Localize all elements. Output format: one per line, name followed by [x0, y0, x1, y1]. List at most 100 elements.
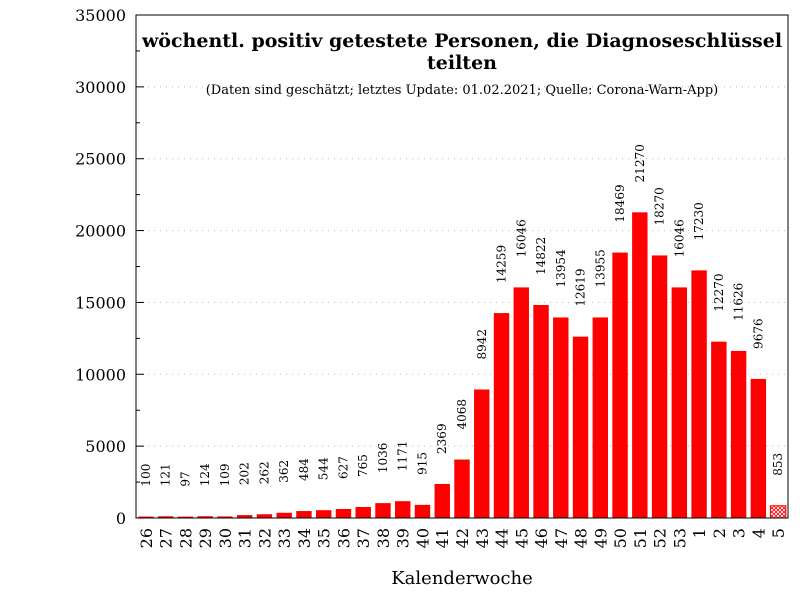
x-axis-label: Kalenderwoche [391, 568, 533, 589]
value-label-46: 14822 [534, 237, 548, 275]
bar-33 [276, 512, 292, 518]
x-tick-label-38: 38 [374, 528, 393, 548]
y-tick-label: 0 [116, 509, 126, 528]
value-label-53: 16046 [672, 219, 686, 257]
x-tick-label-26: 26 [137, 528, 156, 548]
bar-36 [335, 508, 352, 518]
bar-39 [395, 501, 411, 518]
x-tick-label-45: 45 [512, 528, 531, 548]
x-tick-label-44: 44 [493, 528, 512, 548]
value-label-28: 97 [178, 471, 192, 486]
bar-34 [296, 511, 312, 518]
y-tick-label: 5000 [85, 437, 126, 456]
value-label-52: 18270 [653, 187, 667, 225]
x-tick-label-5: 5 [769, 528, 788, 538]
x-tick-label-36: 36 [334, 528, 353, 548]
value-label-43: 8942 [475, 329, 489, 360]
value-label-27: 121 [159, 463, 173, 486]
value-label-40: 915 [415, 452, 429, 475]
x-tick-label-48: 48 [572, 528, 591, 548]
value-label-34: 484 [297, 458, 311, 481]
value-label-44: 14259 [495, 245, 509, 283]
value-label-29: 124 [198, 463, 212, 486]
x-tick-label-1: 1 [690, 528, 709, 538]
bar-1 [691, 270, 707, 518]
value-label-36: 627 [336, 456, 350, 479]
value-label-33: 362 [277, 460, 291, 483]
value-label-2: 12270 [712, 273, 726, 311]
x-tick-label-31: 31 [236, 528, 255, 548]
bar-38 [375, 503, 391, 518]
value-label-41: 2369 [435, 423, 449, 454]
x-tick-label-3: 3 [730, 528, 749, 538]
bar-2 [711, 341, 727, 518]
bar-42 [454, 459, 470, 518]
bar-3 [730, 350, 747, 518]
x-tick-label-51: 51 [631, 528, 650, 548]
x-tick-label-34: 34 [295, 528, 314, 548]
value-label-51: 21270 [633, 144, 647, 182]
bar-52 [651, 255, 668, 518]
x-tick-label-47: 47 [552, 528, 571, 548]
x-tick-label-37: 37 [354, 528, 373, 548]
y-tick-label: 30000 [75, 78, 126, 97]
value-label-37: 765 [356, 454, 370, 477]
x-tick-label-52: 52 [651, 528, 670, 548]
x-tick-label-40: 40 [413, 528, 432, 548]
value-label-31: 202 [238, 462, 252, 485]
y-tick-label: 10000 [75, 365, 126, 384]
value-label-26: 100 [139, 464, 153, 487]
value-label-3: 11626 [732, 283, 746, 321]
x-tick-label-29: 29 [196, 528, 215, 548]
bar-45 [513, 287, 529, 518]
bar-32 [256, 514, 273, 518]
x-tick-label-50: 50 [611, 528, 630, 548]
y-tick-label: 25000 [75, 150, 126, 169]
value-label-4: 9676 [751, 318, 765, 349]
bar-40 [414, 504, 431, 518]
x-tick-label-4: 4 [749, 528, 768, 538]
x-tick-label-30: 30 [216, 528, 235, 548]
x-tick-label-39: 39 [394, 528, 413, 548]
bar-51 [632, 212, 648, 519]
y-tick-label: 15000 [75, 293, 126, 312]
value-label-35: 544 [317, 457, 331, 480]
chart-title: wöchentl. positiv getestete Personen, di… [141, 30, 783, 74]
x-tick-label-46: 46 [532, 528, 551, 548]
chart-subtitle: (Daten sind geschätzt; letztes Update: 0… [205, 83, 719, 98]
bar-50 [612, 252, 628, 518]
x-tick-label-49: 49 [591, 528, 610, 548]
bar-35 [315, 510, 332, 518]
x-tick-label-32: 32 [255, 528, 274, 548]
x-tick-label-35: 35 [315, 528, 334, 548]
bar-41 [434, 483, 450, 518]
bar-43 [474, 389, 490, 518]
bar-26 [138, 516, 154, 518]
value-label-5: 853 [771, 453, 785, 476]
bar-29 [197, 516, 213, 518]
value-label-48: 12619 [574, 268, 588, 306]
value-label-50: 18469 [613, 184, 627, 222]
x-tick-label-28: 28 [176, 528, 195, 548]
value-label-45: 16046 [514, 219, 528, 257]
y-tick-label: 20000 [75, 222, 126, 241]
value-label-32: 262 [257, 461, 271, 484]
bar-44 [493, 313, 510, 518]
bar-46 [533, 304, 549, 518]
x-tick-label-41: 41 [433, 528, 452, 548]
x-tick-label-27: 27 [157, 528, 176, 548]
bar-37 [355, 507, 371, 518]
value-label-38: 1036 [376, 443, 390, 474]
value-label-47: 13954 [554, 249, 568, 288]
x-tick-label-33: 33 [275, 528, 294, 548]
value-label-42: 4068 [455, 399, 469, 430]
bar-49 [592, 317, 609, 518]
bar-28 [177, 516, 194, 518]
x-tick-label-53: 53 [670, 528, 689, 548]
bar-53 [671, 287, 688, 518]
bar-30 [217, 516, 233, 518]
value-label-39: 1171 [396, 441, 410, 472]
x-tick-label-42: 42 [453, 528, 472, 548]
y-tick-label: 35000 [75, 6, 126, 25]
